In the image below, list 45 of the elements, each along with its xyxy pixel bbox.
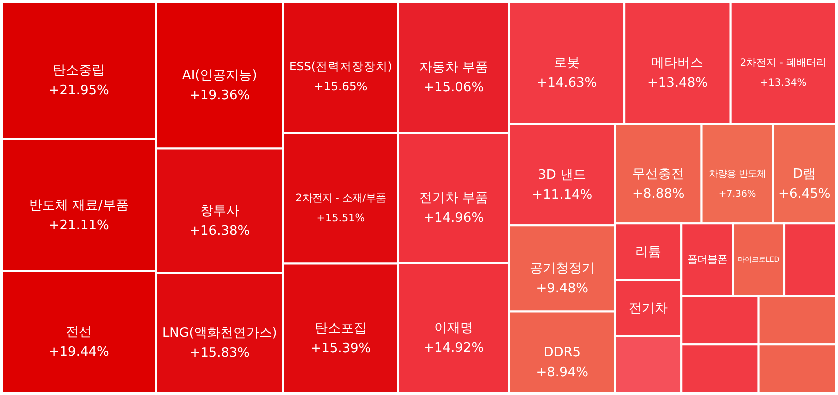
category-label: D램 bbox=[793, 167, 816, 182]
data-label: +7.36% bbox=[718, 189, 756, 200]
category-label: 로봇 bbox=[554, 56, 580, 72]
category-label: 전기차 부품 bbox=[419, 191, 488, 206]
data-label: +13.34% bbox=[760, 78, 807, 90]
category-label: 메타버스 bbox=[652, 56, 704, 72]
category-label: ESS(전력저장장치) bbox=[289, 60, 392, 74]
category-label: 전선 bbox=[66, 325, 92, 340]
category-label: 이재명 bbox=[434, 321, 474, 336]
data-label: +6.45% bbox=[778, 187, 831, 202]
category-label: 차량용 반도체 bbox=[709, 169, 766, 180]
data-label: +19.44% bbox=[48, 345, 110, 360]
data-label: +15.39% bbox=[310, 341, 372, 356]
category-label: 반도체 재료/부품 bbox=[29, 198, 129, 214]
data-label: +15.65% bbox=[314, 80, 368, 94]
data-label: +16.38% bbox=[190, 224, 250, 239]
data-label: +9.48% bbox=[536, 282, 588, 297]
category-label: 자동차 부품 bbox=[419, 60, 488, 76]
data-label: +8.94% bbox=[536, 365, 588, 380]
category-label: 리튬 bbox=[636, 244, 662, 260]
category-label: 탄소포집 bbox=[314, 321, 367, 336]
data-label: +14.63% bbox=[536, 76, 598, 92]
category-label: 2차전지 - 소재/부품 bbox=[296, 192, 386, 205]
data-label: +8.88% bbox=[632, 187, 685, 202]
data-label: +21.11% bbox=[48, 218, 110, 234]
category-label: LNG(액화천연가스) bbox=[162, 326, 278, 341]
category-label: 창투사 bbox=[200, 204, 240, 219]
category-label: 공기청정기 bbox=[530, 262, 595, 277]
data-label: +13.48% bbox=[647, 76, 708, 92]
category-label: 탄소중립 bbox=[53, 64, 106, 79]
category-label: 폴더블폰 bbox=[687, 254, 728, 266]
data-label: +14.92% bbox=[424, 341, 484, 356]
data-label: +11.14% bbox=[532, 188, 593, 204]
category-label: DDR5 bbox=[544, 345, 582, 360]
category-label: AI(인공지능) bbox=[182, 68, 258, 84]
category-label: 무선충전 bbox=[632, 167, 685, 182]
data-label: +21.95% bbox=[48, 84, 110, 99]
data-label: +15.83% bbox=[190, 346, 250, 361]
data-label: +19.36% bbox=[190, 88, 250, 104]
data-label: +15.51% bbox=[316, 212, 366, 225]
category-label: 전기차 bbox=[629, 301, 668, 316]
data-label: +15.06% bbox=[424, 80, 484, 96]
category-label: 3D 낸드 bbox=[538, 168, 587, 184]
category-label: 2차전지 - 폐배터리 bbox=[740, 58, 827, 70]
data-label: +14.96% bbox=[424, 211, 484, 226]
